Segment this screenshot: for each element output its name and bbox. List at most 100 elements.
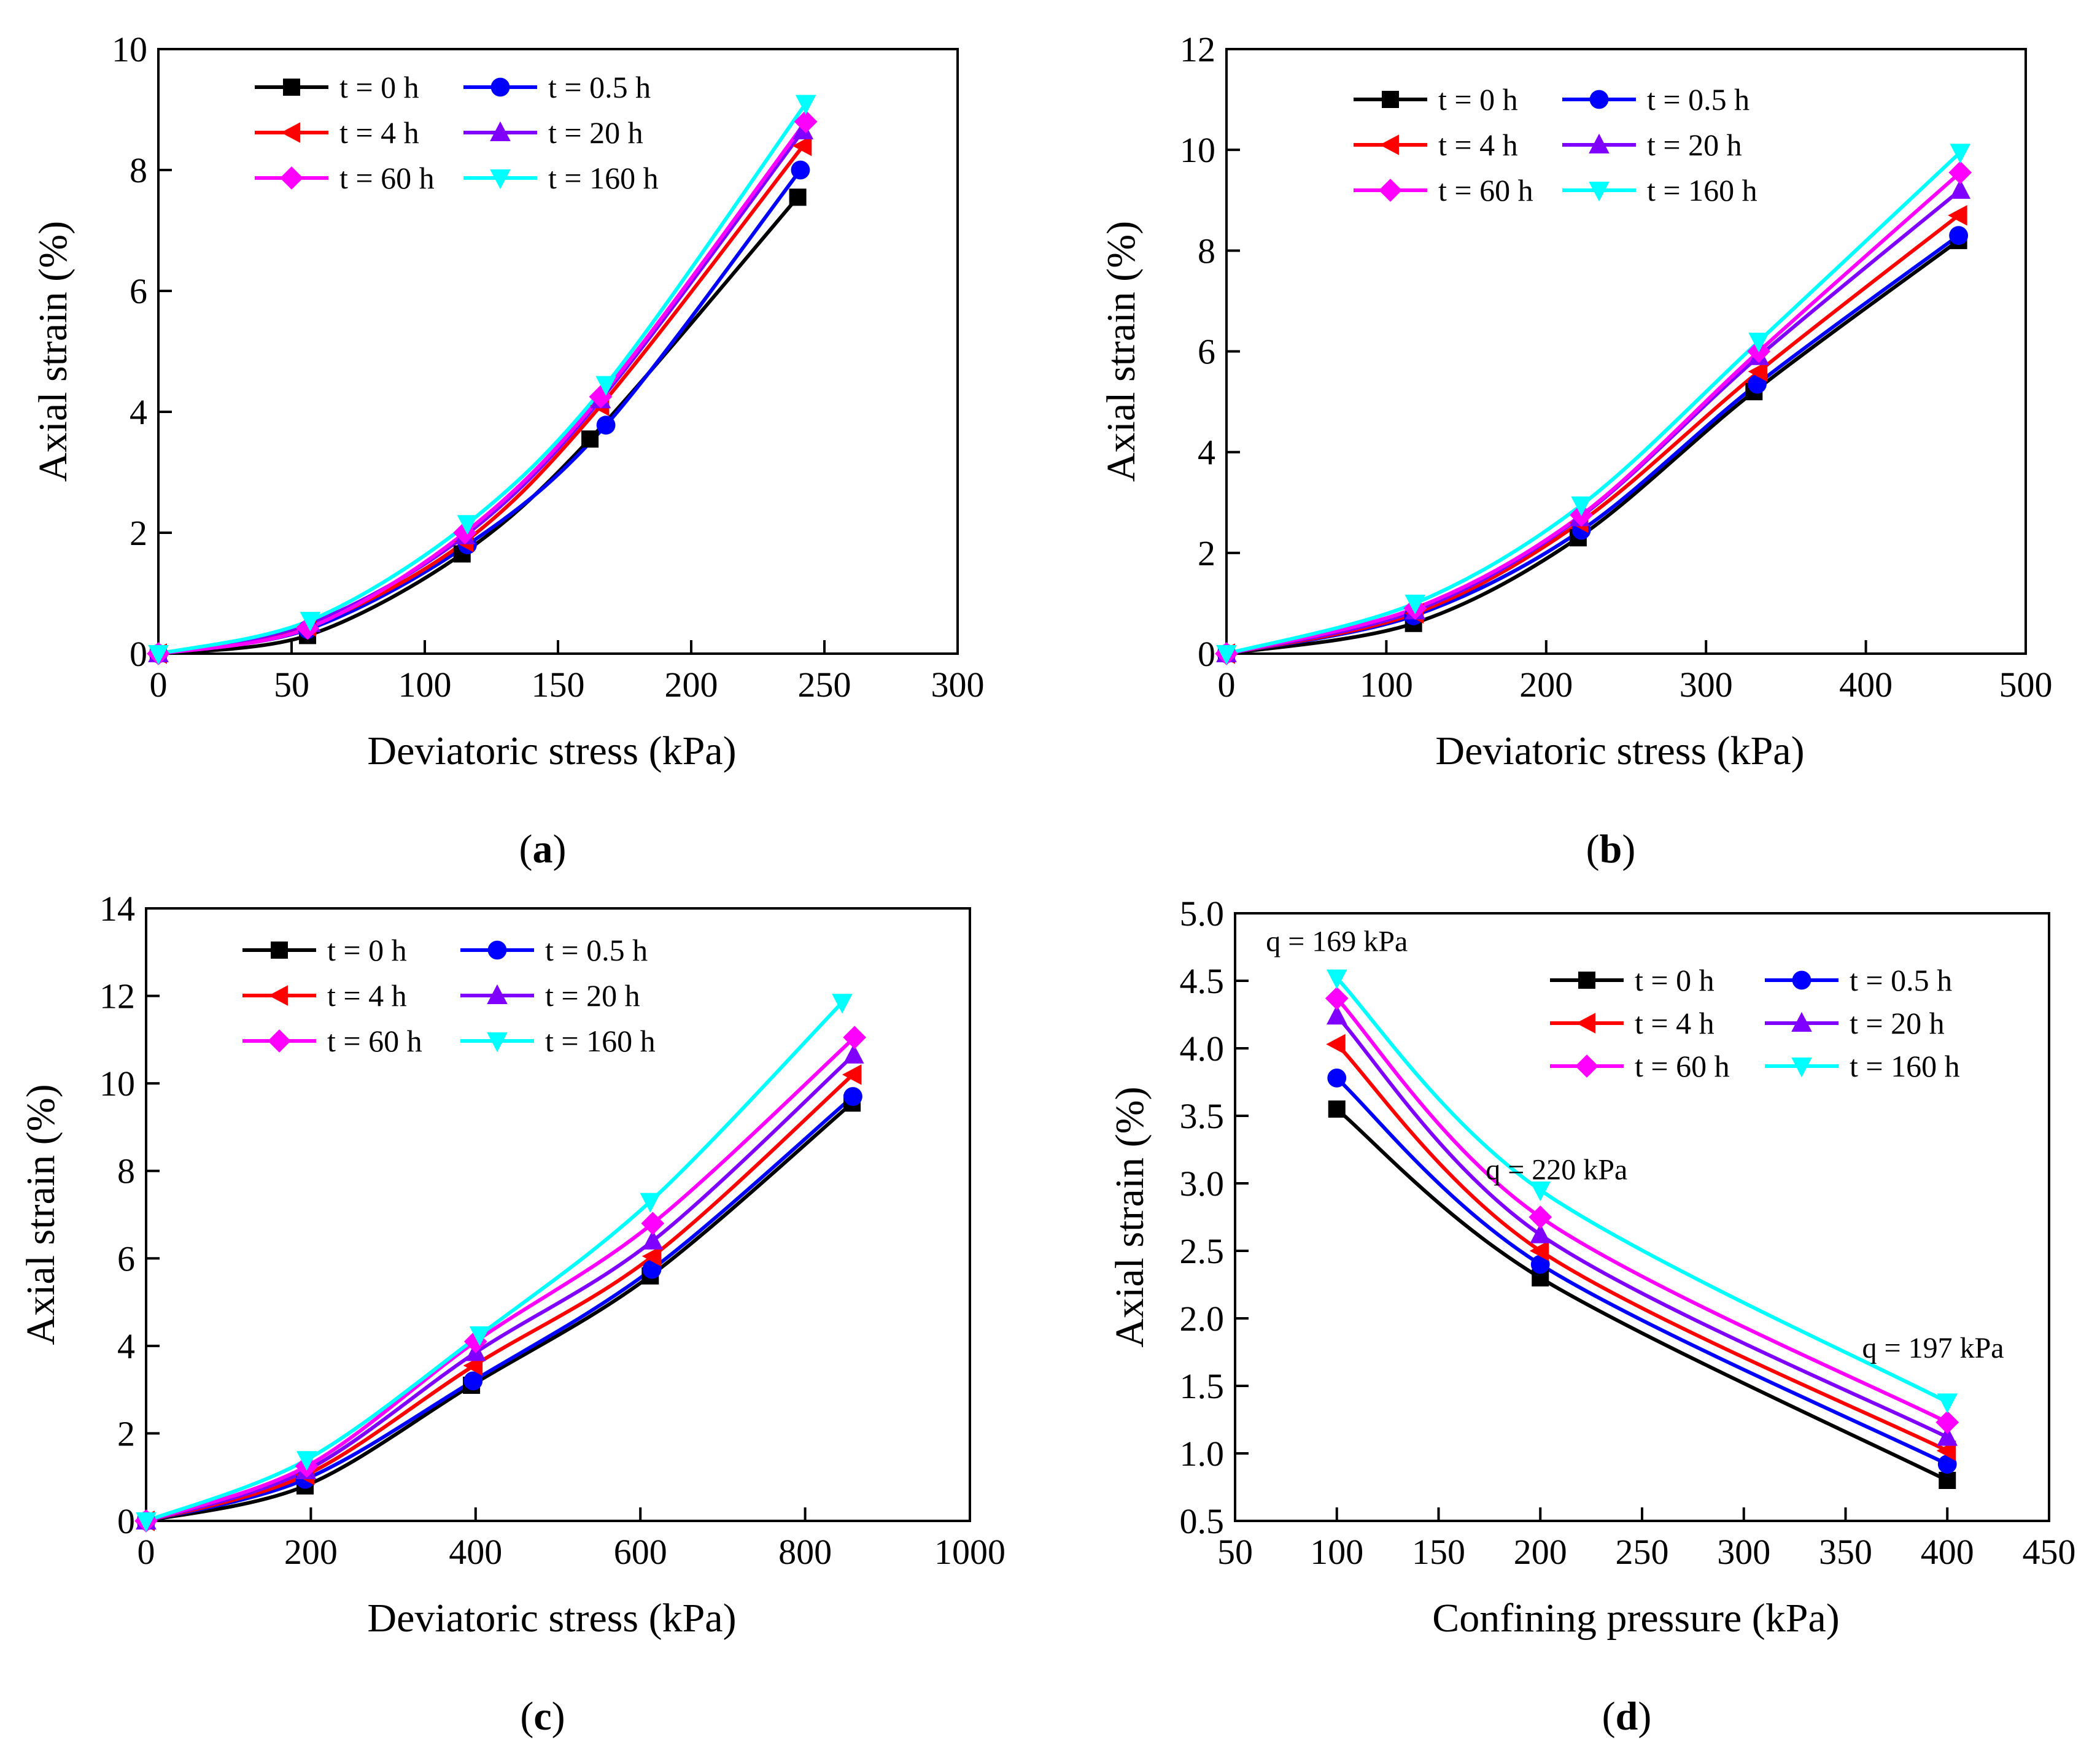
- data-point-t4: [641, 1245, 662, 1267]
- x-tick-label: 50: [274, 665, 309, 705]
- legend-marker: [487, 984, 508, 1004]
- y-tick-label: 4: [117, 1326, 135, 1366]
- y-tick-label: 4: [130, 392, 147, 432]
- legend-marker: [1589, 182, 1610, 202]
- x-axis-title: Deviatoric stress (kPa): [367, 1596, 736, 1641]
- legend-item-t4: t = 4 h: [242, 978, 407, 1013]
- data-point-t05: [1530, 1255, 1550, 1274]
- legend: t = 0 h t = 0.5 h t = 4 h t = 20 h t = 60 h t…: [1550, 963, 1960, 1083]
- y-tick-label: 6: [130, 271, 147, 311]
- legend-marker: [280, 166, 303, 190]
- data-point-t160: [1571, 496, 1592, 517]
- panel-label: (c): [520, 1694, 565, 1739]
- legend-item-t160: t = 160 h: [463, 161, 659, 195]
- x-axis-title: Deviatoric stress (kPa): [367, 729, 736, 773]
- data-point-t20: [1326, 1005, 1347, 1025]
- y-tick-label: 1.0: [1180, 1434, 1225, 1474]
- panel-b-chart: 0 100 200 300 400 500 0 2 4 6 8 10 12 Deviatoric stre…: [1099, 29, 2053, 872]
- legend-item-t60: t = 60 h: [242, 1024, 422, 1058]
- legend-item-t20: t = 20 h: [460, 978, 640, 1013]
- legend-label: t = 0.5 h: [545, 933, 648, 967]
- data-point-t05: [1937, 1455, 1957, 1474]
- x-tick-label: 400: [1839, 665, 1893, 705]
- data-point-t60: [1529, 1205, 1552, 1229]
- legend-item-t160: t = 160 h: [1562, 173, 1757, 207]
- panel-c-chart: 0 200 400 600 800 1000 0 2 4 6 8 10 12 14 Deviatoric s…: [18, 889, 1005, 1739]
- data-point-t160: [136, 1512, 157, 1533]
- x-tick-label: 450: [2023, 1532, 2076, 1572]
- data-point-t160: [1937, 1393, 1958, 1413]
- y-axis-title: Axial strain (%): [1107, 1086, 1152, 1347]
- legend-marker: [281, 122, 300, 143]
- x-tick-label: 200: [1519, 665, 1573, 705]
- y-tick-label: 1.5: [1180, 1366, 1225, 1406]
- legend-marker: [490, 77, 510, 97]
- series-line-t05: [1335, 1076, 1950, 1466]
- legend-label: t = 160 h: [1850, 1049, 1960, 1083]
- y-tick-label: 10: [1180, 130, 1215, 170]
- legend-label: t = 20 h: [1850, 1006, 1945, 1040]
- annotation-label: q = 197 kPa: [1862, 1332, 2004, 1364]
- legend-label: t = 20 h: [548, 115, 643, 150]
- x-tick-label: 1000: [934, 1532, 1005, 1572]
- legend-marker: [487, 1032, 508, 1053]
- legend-item-t0: t = 0 h: [242, 933, 407, 967]
- series-line-t0: [1335, 1107, 1950, 1482]
- legend-marker: [1379, 134, 1399, 155]
- legend-item-t4: t = 4 h: [255, 115, 419, 150]
- series-line-t160: [1225, 150, 1962, 656]
- x-tick-label: 300: [1680, 665, 1733, 705]
- y-tick-label: 10: [99, 1064, 135, 1104]
- data-point-t60: [1935, 1410, 1959, 1434]
- x-tick-label: 200: [1514, 1532, 1567, 1572]
- annotation-label: q = 169 kPa: [1266, 926, 1408, 958]
- data-point-t160: [469, 1326, 490, 1347]
- legend-label: t = 0 h: [339, 70, 419, 104]
- data-point-t160: [1530, 1181, 1551, 1202]
- y-tick-label: 6: [117, 1239, 135, 1278]
- x-tick-label: 350: [1819, 1532, 1872, 1572]
- y-tick-label: 2.0: [1180, 1299, 1225, 1339]
- data-point-t05: [1327, 1069, 1347, 1088]
- legend-item-t05: t = 0.5 h: [463, 70, 651, 104]
- y-tick-label: 4: [1198, 433, 1215, 473]
- series-line-t20: [144, 1053, 856, 1523]
- y-tick-label: 3.0: [1180, 1164, 1225, 1204]
- legend-marker: [268, 1029, 291, 1053]
- y-tick-label: 8: [1198, 231, 1215, 271]
- x-tick-label: 100: [1310, 1532, 1363, 1572]
- series-line-t160: [144, 1000, 844, 1523]
- legend-label: t = 60 h: [1635, 1049, 1730, 1083]
- legend-item-t0: t = 0 h: [1354, 82, 1518, 117]
- y-tick-label: 4.5: [1180, 961, 1225, 1001]
- legend-label: t = 160 h: [545, 1024, 656, 1058]
- legend-item-t60: t = 60 h: [1354, 173, 1533, 207]
- x-tick-label: 200: [284, 1532, 338, 1572]
- series-line-t05: [157, 168, 802, 656]
- y-axis-title: Axial strain (%): [18, 1084, 63, 1345]
- y-tick-label: 2.5: [1180, 1231, 1225, 1271]
- legend-item-t05: t = 0.5 h: [460, 933, 648, 967]
- x-tick-label: 100: [1360, 665, 1413, 705]
- legend: t = 0 h t = 0.5 h t = 4 h t = 20 h t = 60 h t…: [242, 933, 656, 1058]
- data-point-t160: [148, 645, 169, 665]
- y-tick-label: 8: [117, 1151, 135, 1191]
- legend-item-t05: t = 0.5 h: [1765, 963, 1952, 997]
- legend-marker: [1791, 1058, 1812, 1078]
- legend-marker: [268, 985, 288, 1006]
- legend-marker: [1792, 970, 1811, 990]
- y-tick-label: 12: [1180, 29, 1215, 69]
- y-tick-label: 0: [130, 634, 147, 674]
- x-tick-label: 250: [1616, 1532, 1669, 1572]
- legend-marker: [283, 79, 300, 96]
- y-tick-label: 6: [1198, 332, 1215, 372]
- series-line-t60: [1225, 171, 1962, 656]
- y-tick-label: 2: [117, 1413, 135, 1453]
- data-point-t160: [795, 95, 816, 115]
- data-point-t160: [595, 376, 616, 396]
- legend-label: t = 4 h: [339, 115, 419, 150]
- data-point-t05: [843, 1087, 862, 1106]
- x-axis-title: Confining pressure (kPa): [1432, 1596, 1840, 1641]
- y-tick-label: 2: [1198, 533, 1215, 573]
